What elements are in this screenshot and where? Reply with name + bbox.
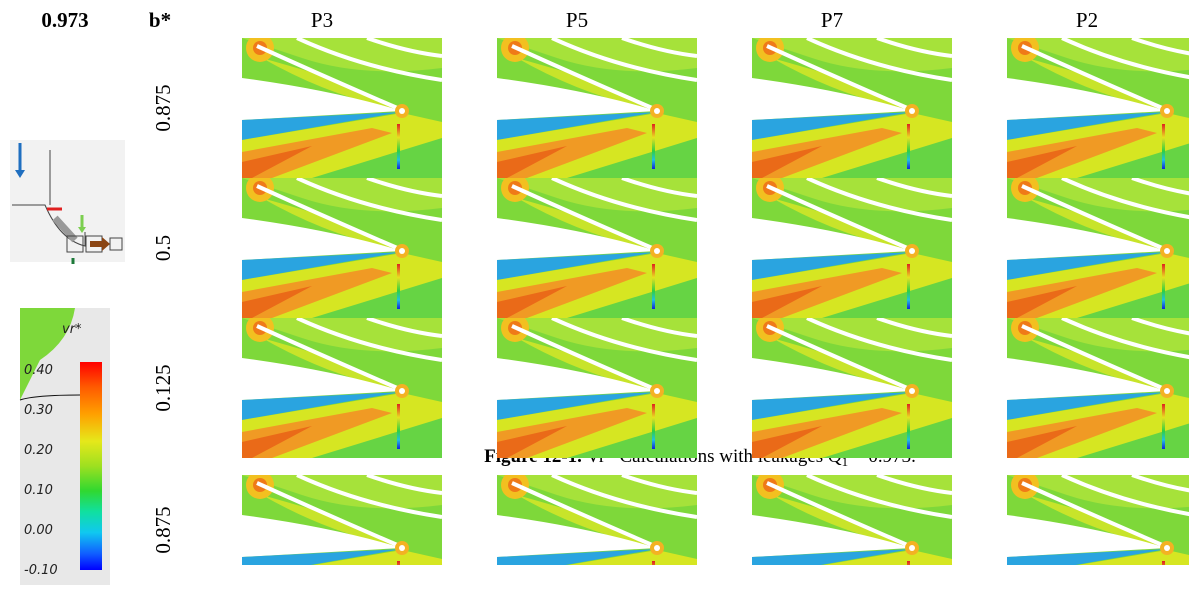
contour-panel <box>497 174 697 318</box>
contour-image <box>752 34 952 178</box>
contour-image <box>497 174 697 318</box>
colorbar-title: vr* <box>62 322 82 337</box>
contour-panel <box>1007 314 1189 458</box>
column-header: P3 <box>311 8 333 32</box>
row-label: 0.875 <box>151 506 175 553</box>
contour-image <box>242 34 442 178</box>
contour-panel <box>242 314 442 458</box>
contour-panel <box>242 174 442 318</box>
contour-panel <box>1007 174 1189 318</box>
contour-image <box>497 471 697 613</box>
contour-image <box>752 314 952 458</box>
contour-image <box>242 174 442 318</box>
contour-panel <box>752 471 952 613</box>
contour-panel <box>1007 471 1189 613</box>
contour-panel <box>497 471 697 613</box>
contour-image <box>1007 314 1189 458</box>
caption-subscript: 1 <box>842 454 849 469</box>
column-header: P7 <box>821 8 843 32</box>
contour-panel <box>242 34 442 178</box>
contour-panel <box>497 314 697 458</box>
contour-image <box>242 471 442 613</box>
contour-image <box>1007 34 1189 178</box>
q-value: 0.973 <box>41 8 88 32</box>
row-label: 0.125 <box>151 364 175 411</box>
contour-panel <box>497 34 697 178</box>
contour-image <box>497 314 697 458</box>
colorbar-label: 0.20 <box>24 443 53 458</box>
row-label: 0.875 <box>151 84 175 131</box>
colorbar-label: 0.30 <box>24 403 53 418</box>
colorbar-label: 0.40 <box>24 363 53 378</box>
contour-panel <box>752 34 952 178</box>
contour-image <box>497 34 697 178</box>
contour-image <box>752 471 952 613</box>
row-label: 0.5 <box>151 235 175 261</box>
contour-panel <box>242 471 442 613</box>
colorbar-labels: 0.40 0.30 0.20 0.10 0.00 -0.10 <box>24 363 58 578</box>
column-header: P5 <box>566 8 588 32</box>
b-label: b* <box>149 8 171 32</box>
contour-image <box>1007 471 1189 613</box>
contour-panel <box>752 174 952 318</box>
contour-panel <box>752 314 952 458</box>
colorbar-label: 0.10 <box>24 483 53 498</box>
contour-image <box>1007 174 1189 318</box>
contour-image <box>752 174 952 318</box>
contour-panel <box>1007 34 1189 178</box>
inset-diagram <box>10 140 125 264</box>
column-header: P2 <box>1076 8 1098 32</box>
colorbar-label: -0.10 <box>24 563 58 578</box>
contour-image <box>242 314 442 458</box>
colorbar-label: 0.00 <box>24 523 53 538</box>
colorbar <box>19 308 110 585</box>
